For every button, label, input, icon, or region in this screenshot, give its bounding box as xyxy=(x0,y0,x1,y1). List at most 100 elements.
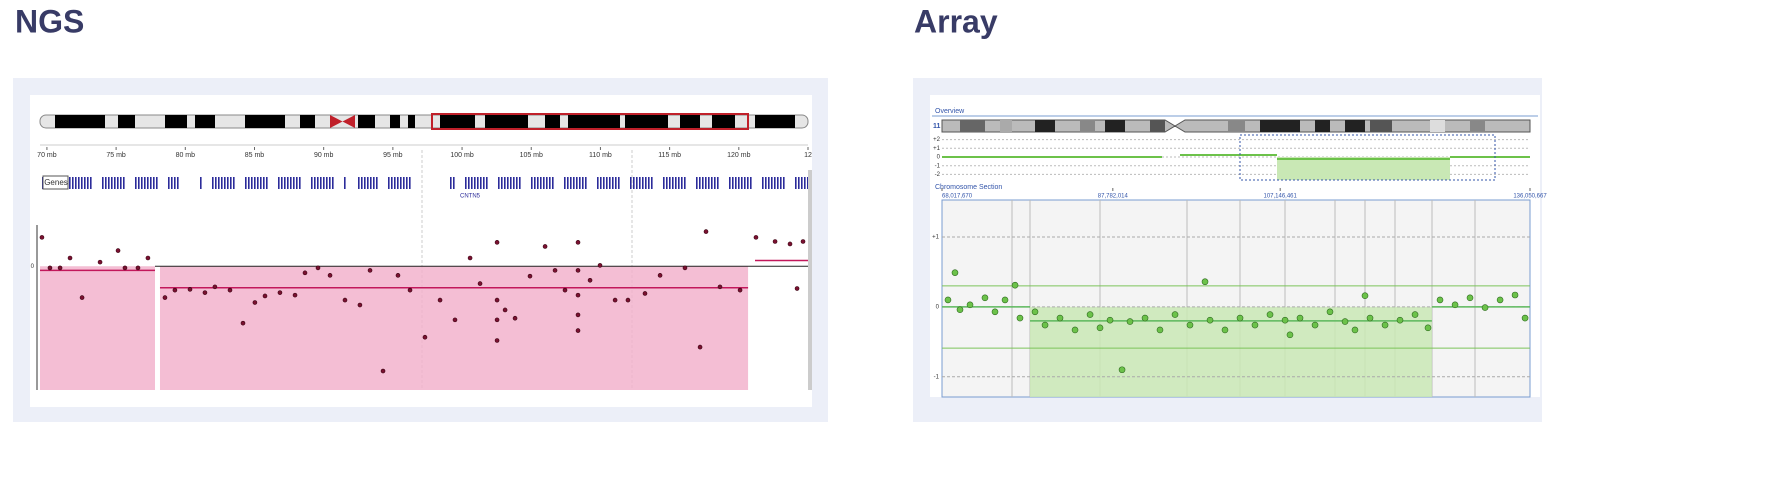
data-point xyxy=(67,255,73,261)
data-point xyxy=(39,235,45,240)
overview-box xyxy=(1239,134,1496,181)
x-tick-label: 100 mb xyxy=(450,152,473,159)
gene xyxy=(729,177,731,189)
overview-tick-label: +1 xyxy=(933,146,941,152)
gene xyxy=(102,177,104,189)
data-point xyxy=(380,368,386,374)
genes-label: Genes xyxy=(44,178,68,187)
data-point xyxy=(737,287,743,293)
data-point xyxy=(800,239,806,244)
ideogram-band xyxy=(390,115,400,128)
data-point xyxy=(1521,314,1529,322)
gene xyxy=(531,177,533,189)
gene xyxy=(177,177,179,189)
data-point xyxy=(227,287,233,293)
data-point xyxy=(794,286,800,291)
gene xyxy=(477,177,479,189)
gene xyxy=(732,177,734,189)
gene xyxy=(120,177,122,189)
ideogram-band xyxy=(1260,120,1300,132)
gene xyxy=(260,177,262,189)
data-point xyxy=(162,295,168,300)
gene xyxy=(648,177,650,189)
gene xyxy=(69,177,71,189)
ideogram-band xyxy=(195,115,215,128)
gene xyxy=(501,177,503,189)
data-point xyxy=(1236,314,1244,322)
data-point xyxy=(1286,331,1294,339)
gene xyxy=(681,177,683,189)
data-point xyxy=(1296,314,1304,322)
gene xyxy=(714,177,716,189)
gene xyxy=(373,177,375,189)
data-point xyxy=(315,265,321,271)
gene xyxy=(696,177,698,189)
gene xyxy=(768,177,770,189)
data-point xyxy=(97,259,103,265)
gene xyxy=(403,177,405,189)
data-point xyxy=(512,315,518,321)
y-tick-label: 0 xyxy=(31,264,35,270)
gene xyxy=(471,177,473,189)
gene xyxy=(618,177,620,189)
ideogram-band xyxy=(755,115,795,128)
data-point xyxy=(1041,321,1049,329)
y-tick-label: 0 xyxy=(936,304,940,310)
data-point xyxy=(1251,321,1259,329)
data-point xyxy=(302,270,308,276)
gene xyxy=(666,177,668,189)
panel-title: Array xyxy=(914,3,998,39)
gene xyxy=(296,177,298,189)
gene xyxy=(245,177,247,189)
data-point xyxy=(1056,314,1064,322)
data-point xyxy=(587,277,593,283)
gene xyxy=(567,177,569,189)
gene xyxy=(287,177,289,189)
gene xyxy=(361,177,363,189)
data-point xyxy=(202,290,208,295)
gene xyxy=(795,177,797,189)
ideogram-band xyxy=(1035,120,1055,132)
data-point xyxy=(212,284,218,290)
data-point xyxy=(1096,324,1104,332)
data-point xyxy=(395,273,401,278)
x-tick-label: 107,146,461 xyxy=(1263,194,1297,200)
gene xyxy=(370,177,372,189)
x-tick-label: 110 mb xyxy=(589,152,612,159)
data-point xyxy=(944,296,952,304)
gene xyxy=(224,177,226,189)
data-point xyxy=(327,273,333,278)
gene xyxy=(483,177,485,189)
data-point xyxy=(1016,314,1024,322)
data-point xyxy=(502,307,508,313)
data-point xyxy=(1071,326,1079,334)
gene xyxy=(702,177,704,189)
gene xyxy=(474,177,476,189)
gene xyxy=(549,177,551,189)
gene xyxy=(105,177,107,189)
gene xyxy=(735,177,737,189)
gene xyxy=(397,177,399,189)
gene xyxy=(765,177,767,189)
gene xyxy=(233,177,235,189)
ideogram-band xyxy=(712,115,735,128)
gene xyxy=(579,177,581,189)
overview-highlight xyxy=(1277,157,1450,180)
data-point xyxy=(1206,316,1214,324)
gene xyxy=(717,177,719,189)
gene xyxy=(543,177,545,189)
data-point xyxy=(172,287,178,293)
gene xyxy=(783,177,785,189)
data-point xyxy=(407,287,413,293)
data-point xyxy=(1451,301,1459,309)
data-point xyxy=(575,312,581,318)
gene xyxy=(486,177,488,189)
gene xyxy=(513,177,515,189)
gene xyxy=(254,177,256,189)
x-tick-label: 87,782,014 xyxy=(1098,194,1129,200)
gene xyxy=(600,177,602,189)
overview-tick-label: -1 xyxy=(935,163,941,169)
gene xyxy=(570,177,572,189)
gene xyxy=(326,177,328,189)
data-point xyxy=(252,300,258,305)
